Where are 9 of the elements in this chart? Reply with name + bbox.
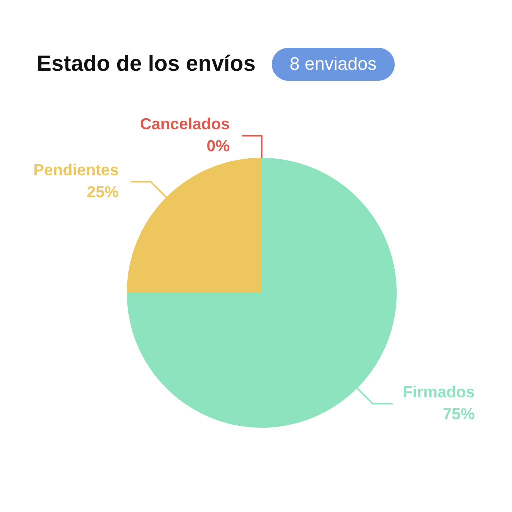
data-label: 75% <box>443 406 476 424</box>
text: 0% <box>206 138 230 156</box>
pill-badge: 8 enviados <box>272 48 395 80</box>
data-label: 25% <box>86 184 119 202</box>
slice-label: Pendientes <box>34 162 120 180</box>
chart-subtitle: 8 enviados <box>290 54 377 74</box>
category-label: Cancelados <box>140 116 230 134</box>
slice-label: Firmados <box>403 384 476 402</box>
chart-title: Estado de los envíos <box>37 51 256 77</box>
